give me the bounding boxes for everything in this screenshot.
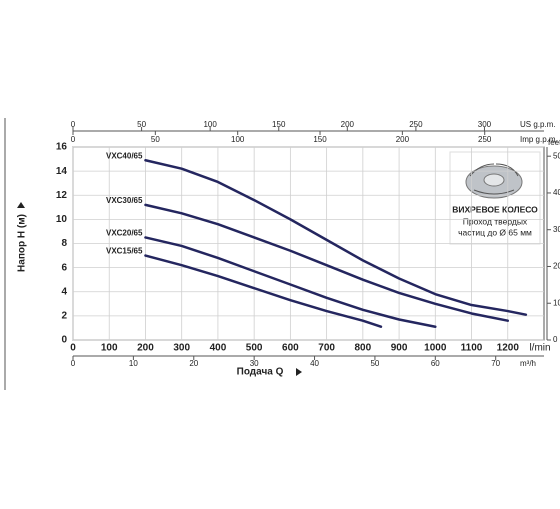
tick-label: 150	[272, 120, 286, 129]
tick-label: 10	[129, 359, 138, 368]
curve	[144, 203, 510, 322]
inset-text: Проход твердых	[463, 216, 528, 226]
tick-label: 300	[478, 120, 492, 129]
x-tick-label: 400	[210, 343, 227, 354]
curve	[144, 159, 528, 316]
curve-label: VXC30/65	[106, 196, 143, 205]
tick-label: 0	[71, 359, 76, 368]
tick-label: 50	[151, 135, 160, 144]
x-axis-label: Подача Q	[237, 367, 284, 378]
arrow	[17, 202, 25, 208]
tick-label: 0	[71, 120, 76, 129]
x-tick-label: 1200	[497, 343, 520, 354]
axis-unit: feet	[548, 138, 560, 147]
tick-label: 250	[409, 120, 423, 129]
tick-label: 200	[396, 135, 410, 144]
x-tick-label: 1000	[424, 343, 447, 354]
x-tick-label: 500	[246, 343, 263, 354]
tick-label: 10	[553, 298, 560, 307]
tick-label: 30	[553, 225, 560, 234]
y-axis-label: Напор H (м)	[17, 214, 28, 272]
axis-unit: m³/h	[520, 359, 536, 368]
tick-label: 20	[189, 359, 198, 368]
tick-label: 100	[203, 120, 217, 129]
curve-label: VXC40/65	[106, 151, 143, 160]
axis-unit: US g.p.m.	[520, 120, 556, 129]
tick-label: 20	[553, 262, 560, 271]
x-tick-label: 900	[391, 343, 408, 354]
y-tick-label: 2	[61, 311, 67, 322]
x-tick-label: 700	[318, 343, 335, 354]
tick-label: 30	[250, 359, 259, 368]
x-tick-label: 1100	[461, 343, 483, 354]
y-tick-label: 14	[56, 166, 68, 177]
y-tick-label: 10	[56, 214, 68, 225]
tick-label: 50	[370, 359, 379, 368]
impeller-hub	[483, 173, 505, 187]
tick-label: 50	[553, 151, 560, 160]
tick-label: 250	[478, 135, 492, 144]
x-tick-label: 200	[137, 343, 154, 354]
inset: ВИХРЕВОЕ КОЛЕСО Проход твердых частиц до…	[449, 151, 541, 245]
curve	[144, 254, 383, 328]
x-tick-label: 0	[70, 343, 76, 354]
curve-label: VXC20/65	[106, 229, 143, 238]
x-tick-label: 600	[282, 343, 299, 354]
x-tick-label: 100	[101, 343, 118, 354]
curve	[144, 236, 437, 328]
tick-label: 70	[491, 359, 500, 368]
x-tick-label: 800	[355, 343, 372, 354]
tick-label: 0	[553, 335, 558, 344]
x-unit: l/min	[529, 343, 550, 354]
curve-label: VXC15/65	[106, 247, 143, 256]
arrow	[296, 368, 302, 376]
axis-unit: Imp g.p.m.	[520, 135, 558, 144]
x-tick-label: 300	[173, 343, 190, 354]
y-tick-label: 4	[61, 286, 67, 297]
y-tick-label: 0	[61, 335, 67, 346]
tick-label: 50	[137, 120, 146, 129]
tick-label: 0	[71, 135, 76, 144]
y-tick-label: 12	[56, 190, 68, 201]
tick-label: 60	[431, 359, 440, 368]
y-tick-label: 6	[61, 262, 67, 273]
inset-title: ВИХРЕВОЕ КОЛЕСО	[452, 204, 538, 214]
y-tick-label: 8	[61, 238, 67, 249]
tick-label: 200	[341, 120, 355, 129]
tick-label: 40	[310, 359, 319, 368]
tick-label: 100	[231, 135, 245, 144]
tick-label: 40	[553, 188, 560, 197]
tick-label: 150	[313, 135, 327, 144]
y-tick-label: 16	[56, 142, 68, 153]
inset-text: частиц до Ø 65 мм	[458, 227, 532, 237]
